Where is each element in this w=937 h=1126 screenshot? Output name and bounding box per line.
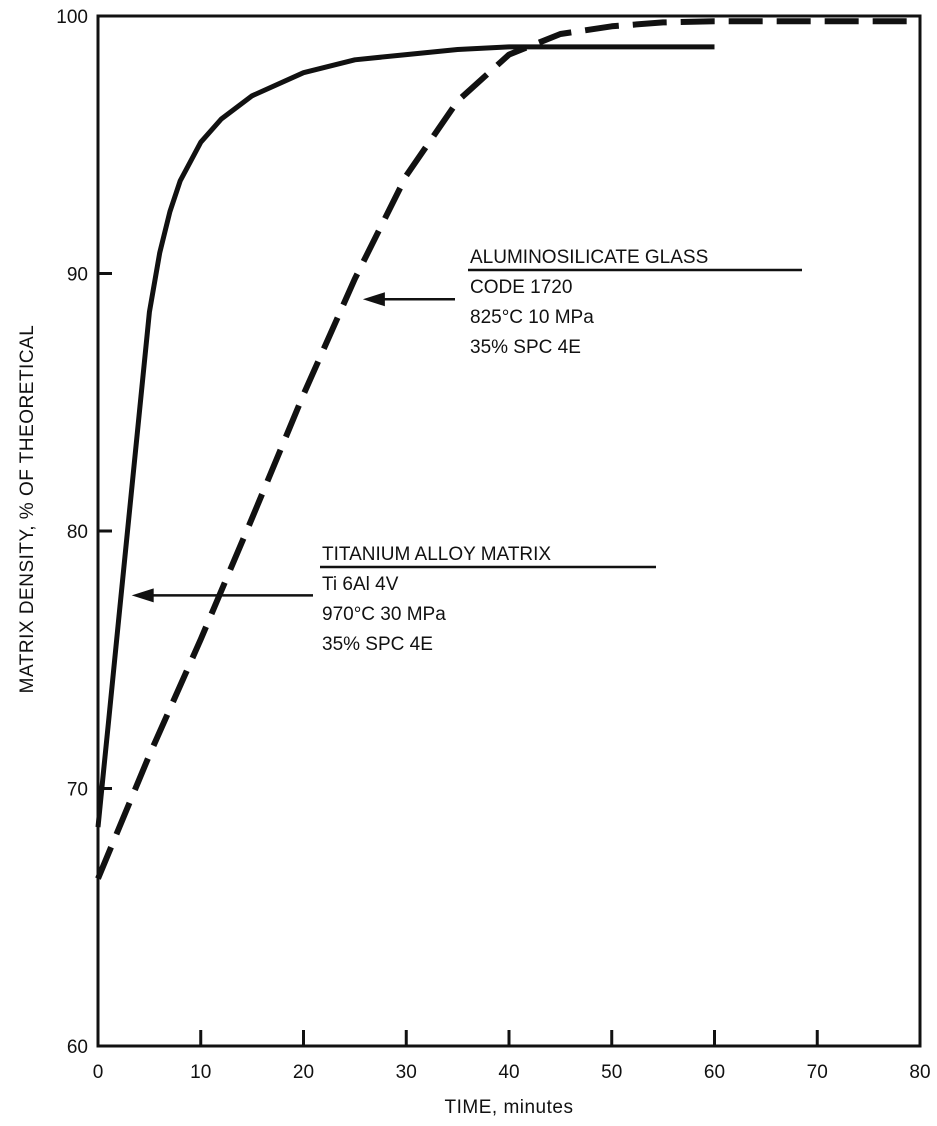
annotation-line: 825°C 10 MPa [470,307,594,328]
x-tick-label: 0 [93,1062,104,1083]
y-tick-label: 90 [67,265,88,286]
x-tick-label: 50 [601,1062,622,1083]
x-tick-label: 40 [498,1062,519,1083]
plot-frame [96,14,922,1048]
x-tick-label: 70 [807,1062,828,1083]
x-tick-label: 60 [704,1062,725,1083]
y-axis-title: MATRIX DENSITY, % OF THEORETICAL [17,325,38,694]
series-line-dashed [95,18,920,880]
series-lines [95,18,920,880]
y-tick-label: 60 [67,1037,88,1058]
annotation-title: ALUMINOSILICATE GLASS [470,247,708,268]
x-tick-label: 30 [396,1062,417,1083]
y-tick-label: 70 [67,780,88,801]
series-line-solid [95,44,715,828]
annotation-arrow-head [362,292,385,307]
x-tick-label: 80 [909,1062,930,1083]
annotation-line: 970°C 30 MPa [322,604,446,625]
tick-marks [98,272,819,1046]
annotation-line: 35% SPC 4E [322,634,433,655]
y-tick-label: 100 [56,7,88,28]
x-tick-label: 10 [190,1062,211,1083]
annotation-line: Ti 6Al 4V [322,574,399,595]
annotation-arrow-head [131,588,154,603]
annotation-line: CODE 1720 [470,277,572,298]
annotation-title: TITANIUM ALLOY MATRIX [322,544,551,565]
tick-labels: 0 10 20 30 40 50 60 70 80 60 70 80 90 100 [56,7,930,1083]
annotation-line: 35% SPC 4E [470,337,581,358]
annotations: ALUMINOSILICATE GLASS CODE 1720 825°C 10 M… [131,247,802,655]
x-axis-title: TIME, minutes [445,1097,574,1118]
x-tick-label: 20 [293,1062,314,1083]
y-tick-label: 80 [67,522,88,543]
